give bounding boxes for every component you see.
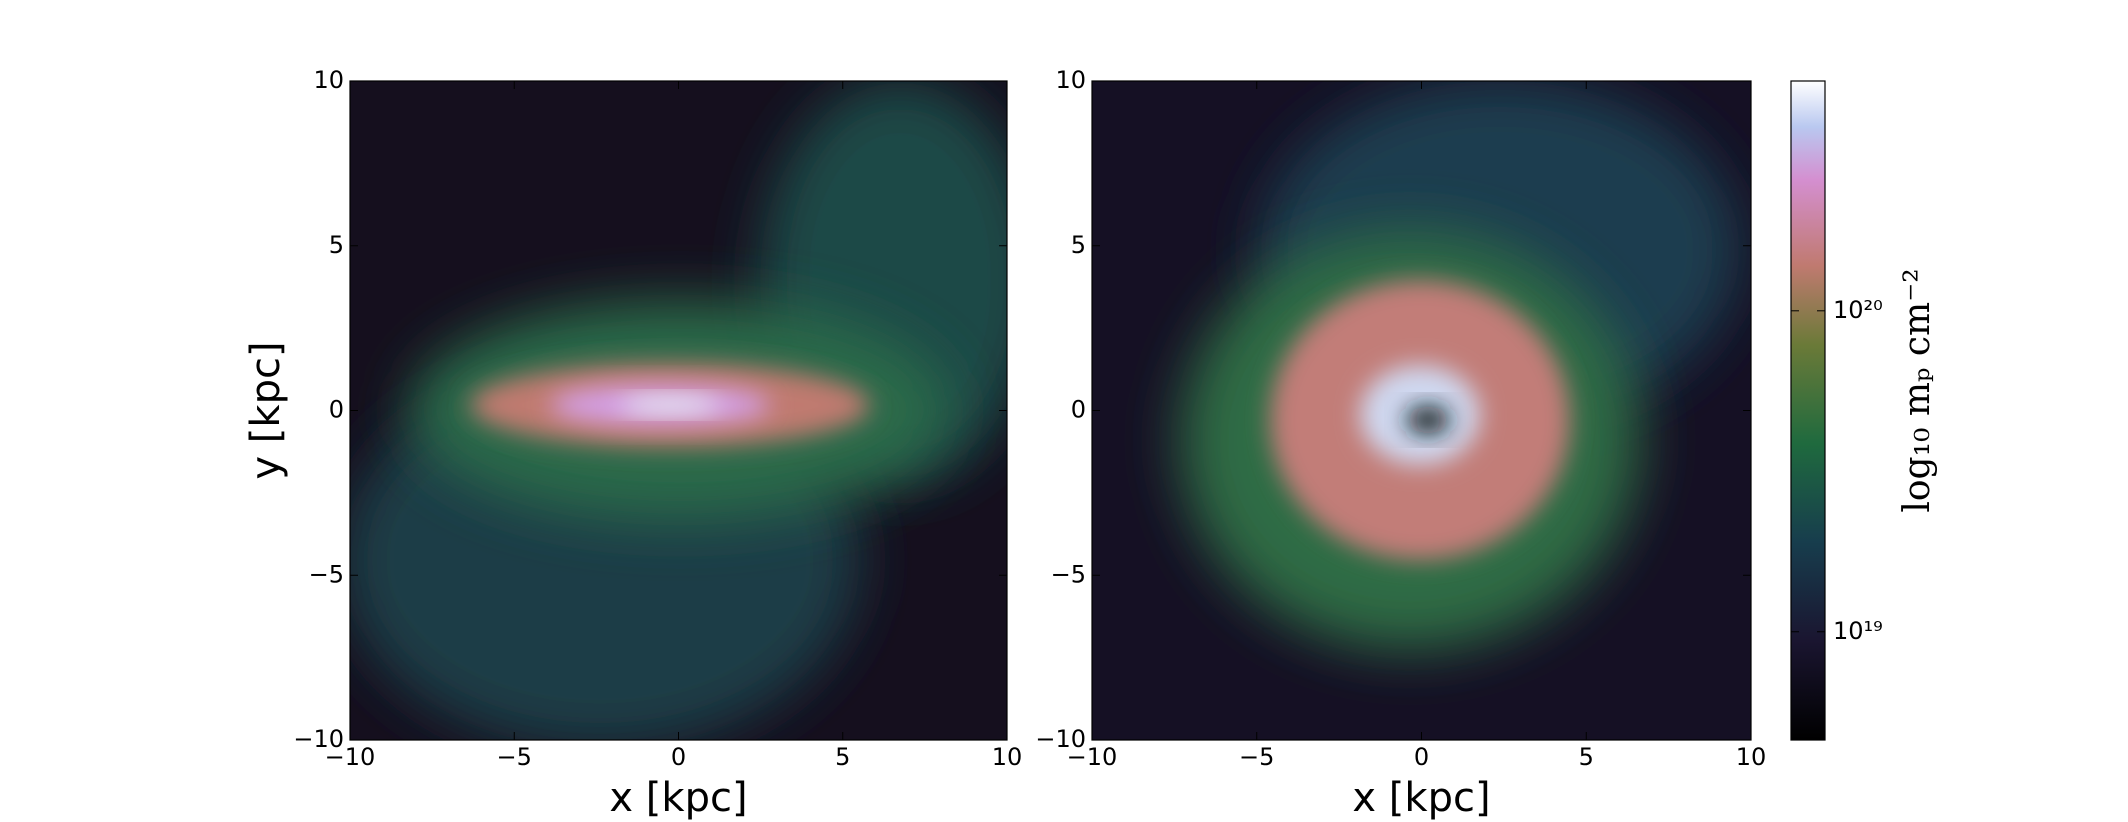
y-tick-label: 5 [1071, 231, 1086, 259]
x-tick-label: −5 [497, 743, 532, 771]
x-tick-label: 10 [992, 743, 1023, 771]
colorbar-tick-label: 10¹⁹ [1833, 617, 1883, 645]
colorbar-tick-label: 10²⁰ [1833, 296, 1883, 324]
y-tick-label: 0 [329, 396, 344, 424]
x-tick-label: −10 [1067, 743, 1118, 771]
x-axis-label: x [kpc] [1352, 775, 1490, 821]
y-tick-label: −10 [293, 725, 344, 753]
y-tick-label: −10 [1035, 725, 1086, 753]
x-tick-label: 5 [835, 743, 850, 771]
x-tick-label: 0 [671, 743, 686, 771]
colorbar-label: log₁₀ mₚ cm⁻² [1897, 268, 1938, 512]
x-tick-label: −5 [1239, 743, 1274, 771]
x-tick-label: 10 [1736, 743, 1767, 771]
y-tick-label: 0 [1071, 396, 1086, 424]
density-map [1092, 81, 1751, 740]
x-axis-label: x [kpc] [609, 775, 747, 821]
y-tick-label: 10 [1055, 66, 1086, 94]
y-tick-label: 5 [329, 231, 344, 259]
x-tick-label: −10 [325, 743, 376, 771]
density-map [350, 81, 1007, 740]
x-tick-label: 5 [1579, 743, 1594, 771]
colorbar [1790, 80, 1826, 741]
y-tick-label: 10 [313, 66, 344, 94]
y-tick-label: −5 [1051, 560, 1086, 588]
x-tick-label: 0 [1414, 743, 1429, 771]
y-axis-label: y [kpc] [243, 341, 289, 479]
y-tick-label: −5 [309, 560, 344, 588]
